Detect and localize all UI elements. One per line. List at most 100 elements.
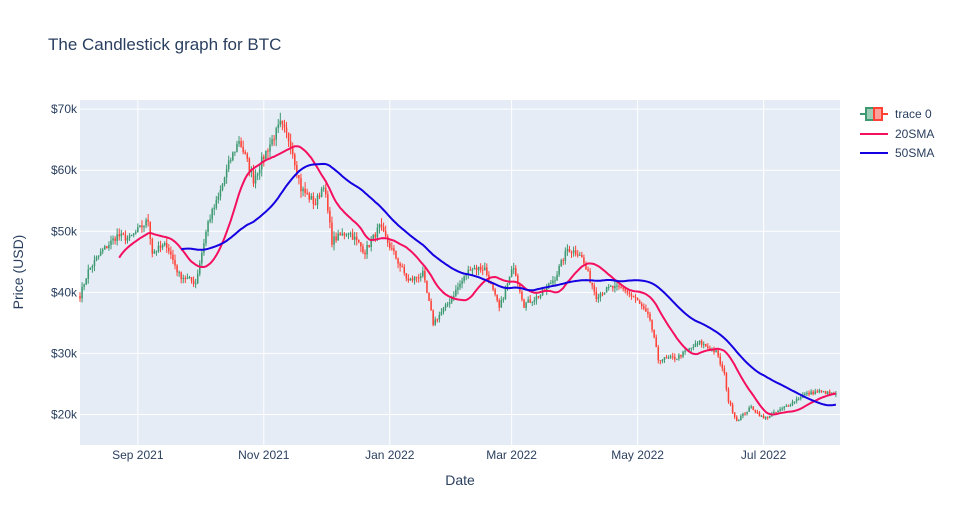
candle: [157, 241, 160, 253]
candle-body: [327, 194, 329, 211]
candle-body: [822, 391, 825, 393]
candle-body: [459, 283, 461, 288]
candle-body: [678, 354, 680, 359]
y-tick-label: $40k: [51, 285, 78, 299]
candle-body: [145, 219, 147, 226]
candle: [211, 207, 213, 224]
candle: [395, 250, 397, 260]
candle: [168, 243, 170, 255]
candle-body: [446, 303, 449, 305]
candle: [419, 272, 422, 282]
candle-body: [93, 260, 96, 267]
candle-body: [355, 236, 358, 240]
candle-body: [172, 254, 174, 260]
candle-body: [799, 397, 802, 399]
candle-body: [614, 285, 616, 289]
candle-body: [419, 276, 422, 279]
candle: [824, 390, 827, 395]
candle: [669, 354, 672, 359]
candle-body: [727, 389, 730, 402]
candle-body: [777, 410, 779, 413]
candle-body: [353, 236, 356, 240]
candle-body: [806, 392, 808, 395]
candle-body: [721, 364, 724, 369]
candle: [469, 266, 472, 271]
candle-body: [99, 251, 102, 256]
candle: [221, 182, 224, 192]
candle-body: [83, 284, 85, 287]
candle-body: [609, 285, 612, 287]
candle-body: [291, 147, 294, 155]
candle-body: [254, 175, 257, 184]
candle-body: [405, 273, 408, 279]
candle: [808, 390, 810, 397]
candle: [314, 198, 317, 206]
candle-body: [236, 143, 238, 152]
candle-body: [263, 156, 265, 159]
candle-body: [153, 251, 156, 254]
candle-body: [95, 257, 98, 261]
candle: [318, 192, 321, 200]
candle: [612, 285, 614, 292]
candle-body: [570, 252, 573, 254]
candle: [500, 296, 503, 308]
candle: [145, 217, 147, 229]
candle-body: [574, 250, 577, 255]
candle-body: [215, 199, 218, 208]
candle: [574, 245, 577, 257]
candle: [85, 278, 87, 286]
candle-body: [719, 356, 721, 365]
candle-body: [733, 412, 736, 417]
candle-body: [432, 310, 434, 325]
candle-body: [585, 263, 587, 270]
candle-body: [498, 300, 501, 308]
candle-body: [651, 320, 653, 330]
candle-body: [116, 234, 118, 241]
candle: [89, 267, 92, 271]
candle: [238, 136, 240, 147]
candle-body: [558, 266, 560, 275]
candle: [296, 161, 298, 179]
candle-body: [318, 195, 321, 197]
candle: [122, 232, 125, 236]
candle-body: [85, 278, 87, 285]
candle-body: [548, 283, 550, 287]
legend-item-50sma[interactable]: 50SMA: [860, 146, 934, 160]
candle: [403, 264, 406, 276]
candle-body: [785, 405, 788, 407]
legend[interactable]: trace 0 20SMA 50SMA: [860, 107, 934, 160]
candle-body: [508, 276, 511, 284]
legend-item-trace-0[interactable]: trace 0: [860, 107, 932, 121]
candle-body: [304, 188, 306, 193]
candle-body: [165, 243, 168, 248]
y-tick-label: $60k: [51, 163, 78, 177]
candle-body: [665, 357, 668, 359]
candle-body: [760, 415, 763, 417]
legend-item-20sma[interactable]: 20SMA: [860, 127, 934, 141]
candle-body: [543, 289, 546, 291]
candle: [591, 282, 593, 290]
candle: [391, 242, 393, 251]
moving-averages: [118, 145, 837, 416]
candle-body: [324, 187, 327, 195]
candle: [324, 183, 327, 198]
candle: [446, 301, 449, 308]
candle-body: [112, 238, 114, 241]
candle-body: [649, 313, 651, 321]
candle: [475, 264, 478, 276]
candle-body: [434, 319, 436, 325]
candle-body: [407, 278, 410, 281]
candle-body: [362, 246, 364, 253]
candle: [413, 276, 416, 285]
candle-body: [735, 416, 738, 421]
candle: [678, 353, 680, 361]
candle-body: [267, 150, 269, 152]
candle-body: [192, 280, 195, 284]
candle-body: [242, 147, 244, 153]
candle-body: [500, 300, 503, 308]
candle-body: [174, 259, 176, 266]
candle: [209, 214, 211, 224]
candle-body: [589, 270, 591, 283]
candle: [579, 251, 581, 256]
candle-body: [308, 193, 311, 200]
